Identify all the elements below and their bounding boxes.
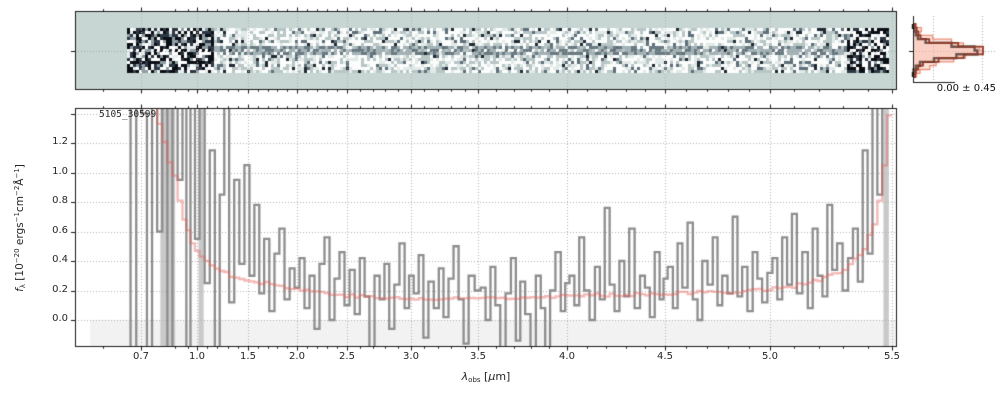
object-id-label: 5105_30599 bbox=[99, 109, 157, 120]
y-tick-label: 1.2 bbox=[52, 136, 68, 147]
lambda-symbol: λ bbox=[461, 370, 469, 383]
x-tick-label: 5.0 bbox=[762, 351, 778, 362]
x-tick-label: 1.0 bbox=[189, 351, 205, 362]
y-tick-label: 1.0 bbox=[52, 165, 68, 177]
obs-subscript: obs bbox=[468, 376, 481, 384]
y-tick-label: 0.0 bbox=[52, 313, 68, 324]
x-tick-label: 4.0 bbox=[559, 351, 575, 362]
x-tick-label: 2.0 bbox=[289, 351, 305, 362]
x-tick-label: 2.5 bbox=[339, 351, 355, 362]
y-axis-label: fλ [10−20 ergs−1cm−2Å−1] bbox=[13, 164, 27, 292]
x-tick-label: 3.0 bbox=[403, 351, 419, 362]
histogram-stats-label: 0.00 ± 0.45 bbox=[936, 83, 996, 94]
x-tick-label: 3.5 bbox=[470, 351, 486, 362]
y-tick-label: 0.6 bbox=[52, 224, 68, 236]
x-tick-label: 1.5 bbox=[240, 351, 256, 362]
x-tick-label: 4.5 bbox=[657, 351, 673, 362]
x-tick-label: 5.5 bbox=[884, 351, 900, 362]
x-axis-label: λobs [μm] bbox=[461, 370, 511, 384]
y-tick-label: 0.8 bbox=[52, 195, 68, 206]
mu-symbol: μ bbox=[488, 370, 496, 383]
x-tick-label: 0.7 bbox=[133, 351, 149, 362]
y-tick-label: 0.2 bbox=[52, 283, 68, 295]
y-tick-label: 0.4 bbox=[52, 254, 68, 265]
